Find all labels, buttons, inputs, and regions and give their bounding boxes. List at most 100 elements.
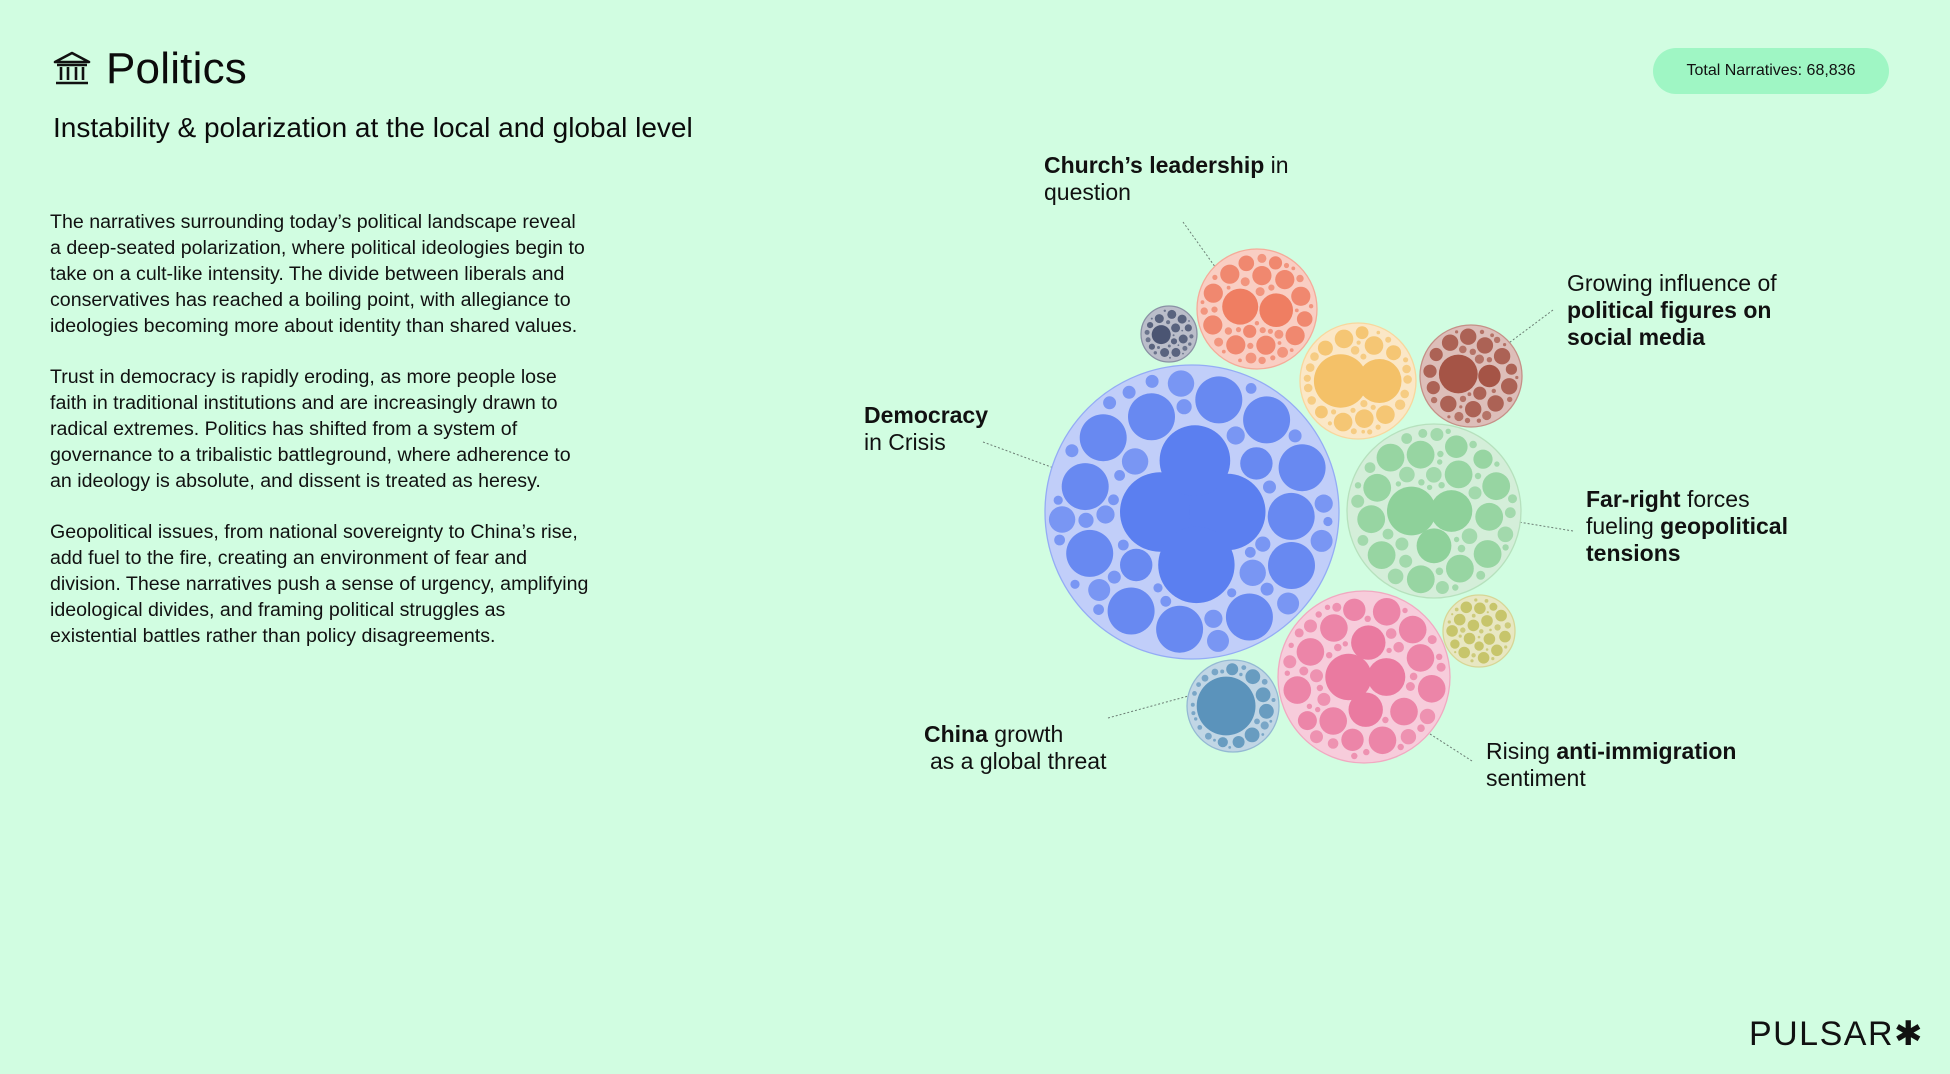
bubble-church <box>1240 277 1250 287</box>
bubble-small-olive <box>1489 602 1498 611</box>
bubble-democracy <box>1088 579 1111 601</box>
bubble-small-olive <box>1499 630 1511 643</box>
bubble-yellow <box>1310 352 1319 361</box>
bubble-yellow <box>1394 399 1406 410</box>
bubble-far-right <box>1399 554 1413 568</box>
bubble-china <box>1261 733 1265 736</box>
label-far-right: Far-right forces fueling geopolitical te… <box>1586 486 1788 566</box>
bubble-social-media <box>1465 401 1482 418</box>
bubble-democracy <box>1267 492 1315 540</box>
bubble-small-gray <box>1150 317 1153 320</box>
bubble-church <box>1277 341 1282 345</box>
label-democracy-in-crisis: Democracy in Crisis <box>864 402 989 455</box>
bubble-far-right <box>1469 440 1477 449</box>
bubble-social-media <box>1438 354 1478 394</box>
bubble-immigration <box>1419 708 1436 725</box>
bubble-church <box>1268 256 1283 270</box>
bubble-china <box>1191 711 1196 716</box>
bubble-social-media <box>1459 395 1467 403</box>
bubble-small-olive <box>1450 639 1460 649</box>
bubble-social-media <box>1507 396 1513 403</box>
bubble-immigration <box>1397 743 1404 751</box>
bubble-small-olive <box>1504 645 1508 649</box>
bubble-yellow <box>1403 357 1409 363</box>
bubble-democracy <box>1195 376 1243 424</box>
bubble-democracy <box>1122 385 1136 399</box>
bubble-democracy <box>1066 529 1114 577</box>
bubble-small-gray <box>1147 322 1154 329</box>
bubble-social-media <box>1440 395 1457 413</box>
bubble-social-media <box>1459 345 1467 354</box>
bubble-immigration <box>1386 647 1392 654</box>
bubble-democracy <box>1061 463 1109 511</box>
bubble-china <box>1260 721 1269 730</box>
bubble-small-olive <box>1451 613 1454 616</box>
bubble-yellow <box>1331 409 1337 415</box>
bubble-small-gray <box>1144 329 1150 335</box>
paragraph-1: The narratives surrounding today’s polit… <box>50 211 585 337</box>
bubble-far-right <box>1387 486 1436 536</box>
bubble-small-olive <box>1471 653 1476 658</box>
bubble-china <box>1220 669 1225 674</box>
bubble-immigration <box>1405 682 1415 691</box>
bubble-democracy <box>1128 393 1175 441</box>
bubble-far-right <box>1399 466 1415 483</box>
bubble-small-gray <box>1163 309 1167 312</box>
bubble-immigration <box>1315 706 1321 713</box>
bubble-social-media <box>1490 333 1494 338</box>
bubble-far-right <box>1445 435 1468 459</box>
bubble-democracy <box>1314 494 1333 513</box>
bubble-china <box>1255 687 1271 703</box>
bubble-social-media <box>1423 364 1437 378</box>
bubble-yellow <box>1313 354 1368 408</box>
bubble-church <box>1267 328 1273 334</box>
bubble-china <box>1271 698 1276 702</box>
bubble-small-gray <box>1172 334 1175 337</box>
bubble-democracy <box>1070 579 1080 589</box>
bubble-yellow <box>1386 345 1402 361</box>
bubble-social-media <box>1505 363 1517 375</box>
bubble-small-gray <box>1177 344 1180 347</box>
bubble-church <box>1308 304 1314 309</box>
bubble-democracy <box>1103 396 1117 410</box>
bubble-cluster-yellow <box>1299 322 1417 440</box>
bubble-far-right <box>1382 528 1394 540</box>
bubble-small-gray <box>1169 356 1171 359</box>
bubble-yellow <box>1360 400 1368 408</box>
bubble-social-media <box>1493 348 1511 365</box>
bubble-china <box>1261 678 1268 685</box>
bubble-small-gray <box>1182 352 1184 355</box>
bubble-small-gray <box>1151 325 1171 345</box>
bubble-democracy <box>1268 542 1315 589</box>
bubble-small-olive <box>1477 635 1481 639</box>
bubble-immigration <box>1297 711 1317 731</box>
bubble-yellow <box>1317 340 1333 356</box>
institution-icon <box>53 51 91 85</box>
bubble-democracy <box>1065 444 1079 458</box>
bubble-small-olive <box>1474 602 1486 615</box>
bubble-immigration <box>1364 615 1371 622</box>
bubble-social-media <box>1429 347 1443 362</box>
bubble-social-media <box>1476 337 1494 354</box>
bubble-social-media <box>1473 386 1487 400</box>
bubble-immigration <box>1402 607 1408 614</box>
bubble-social-media <box>1454 411 1464 422</box>
bubble-small-gray <box>1148 343 1155 350</box>
bubble-small-olive <box>1491 657 1495 661</box>
bubble-small-gray <box>1182 345 1188 351</box>
bubble-small-gray <box>1184 324 1192 332</box>
bubble-immigration <box>1326 652 1333 659</box>
bubble-yellow <box>1315 405 1328 419</box>
bubble-yellow <box>1305 363 1315 372</box>
bubble-far-right <box>1406 440 1435 469</box>
bubble-social-media <box>1460 328 1477 345</box>
bubble-small-olive <box>1491 644 1503 657</box>
bubble-china <box>1194 717 1198 721</box>
bubble-cluster-democracy <box>1044 364 1340 660</box>
bubble-small-olive <box>1460 601 1473 614</box>
bubble-democracy <box>1207 629 1229 652</box>
bubble-immigration <box>1310 730 1323 744</box>
bubble-immigration <box>1406 644 1435 672</box>
bubble-yellow <box>1385 336 1392 343</box>
bubble-social-media <box>1486 357 1493 363</box>
